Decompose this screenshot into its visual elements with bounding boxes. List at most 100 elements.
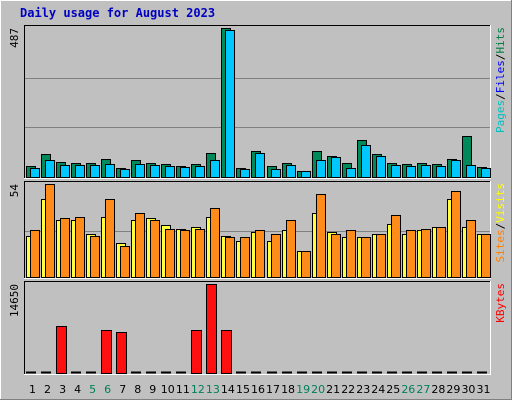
bar-hits-files-pages-files-25 <box>391 165 401 178</box>
bar-hits-files-pages-files-5 <box>90 165 100 178</box>
legend-entry-hits-files-pages-1: / <box>494 93 507 100</box>
day-label-26: 26 <box>401 383 415 396</box>
day-label-19: 19 <box>296 383 310 396</box>
legend-hits-files-pages: Pages/Files/Hits <box>494 27 507 133</box>
bar-hits-files-pages-files-7 <box>120 169 130 178</box>
bar-hits-files-pages-files-14 <box>225 30 235 178</box>
legend-entry-kbytes-0: KBytes <box>494 283 507 323</box>
bar-hits-files-pages-files-28 <box>436 166 446 178</box>
bar-hits-files-pages-files-17 <box>271 169 281 178</box>
legend-entry-hits-files-pages-4: Hits <box>494 27 507 54</box>
day-label-24: 24 <box>371 383 385 396</box>
bar-hits-files-pages-files-27 <box>421 165 431 178</box>
bar-visits-sites-sites-28 <box>436 227 446 278</box>
bar-hits-files-pages-files-24 <box>376 156 386 178</box>
bar-visits-sites-sites-22 <box>346 230 356 278</box>
day-label-20: 20 <box>311 383 325 396</box>
bar-kbytes-kbytes-3 <box>56 326 67 374</box>
bar-hits-files-pages-files-4 <box>75 165 85 178</box>
bar-visits-sites-sites-15 <box>240 237 250 278</box>
bar-visits-sites-sites-27 <box>421 229 431 278</box>
bar-hits-files-pages-files-11 <box>180 167 190 178</box>
ymax-label-kbytes: 14650 <box>8 284 21 317</box>
ymax-label-visits-sites: 54 <box>8 184 21 198</box>
day-label-29: 29 <box>446 383 460 396</box>
bar-hits-files-pages-files-26 <box>406 166 416 178</box>
ymax-label-hits-files-pages: 487 <box>8 28 21 48</box>
day-label-4: 4 <box>74 383 81 396</box>
bar-visits-sites-sites-18 <box>286 220 296 278</box>
bar-visits-sites-sites-3 <box>60 218 70 278</box>
day-label-3: 3 <box>59 383 66 396</box>
bar-hits-files-pages-files-21 <box>331 157 341 178</box>
bar-kbytes-kbytes-14 <box>221 330 232 374</box>
legend-entry-visits-sites-0: Sites <box>494 229 507 262</box>
bar-visits-sites-sites-6 <box>105 199 115 278</box>
day-label-23: 23 <box>356 383 370 396</box>
bar-visits-sites-sites-21 <box>331 234 341 278</box>
bar-hits-files-pages-files-29 <box>451 160 461 178</box>
day-label-6: 6 <box>104 383 111 396</box>
legend-kbytes: KBytes <box>494 283 507 323</box>
bar-hits-files-pages-files-16 <box>255 153 265 178</box>
bar-kbytes-kbytes-7 <box>116 332 127 374</box>
bar-hits-files-pages-files-19 <box>301 171 311 178</box>
bar-hits-files-pages-files-15 <box>240 169 250 178</box>
bar-visits-sites-sites-8 <box>135 213 145 278</box>
bar-visits-sites-sites-24 <box>376 234 386 278</box>
bar-kbytes-kbytes-12 <box>191 330 202 374</box>
legend-entry-hits-files-pages-0: Pages <box>494 100 507 133</box>
bar-visits-sites-sites-26 <box>406 230 416 278</box>
bar-hits-files-pages-files-31 <box>481 168 491 178</box>
day-label-15: 15 <box>236 383 250 396</box>
bar-hits-files-pages-files-10 <box>165 166 175 178</box>
chart-title: Daily usage for August 2023 <box>20 6 215 20</box>
day-label-5: 5 <box>89 383 96 396</box>
bar-visits-sites-sites-16 <box>255 230 265 278</box>
bar-hits-files-pages-files-6 <box>105 164 115 178</box>
bar-visits-sites-sites-29 <box>451 191 461 278</box>
day-label-17: 17 <box>266 383 280 396</box>
day-label-22: 22 <box>341 383 355 396</box>
bar-hits-files-pages-files-20 <box>316 160 326 178</box>
bar-hits-files-pages-files-1 <box>30 168 40 178</box>
bar-visits-sites-sites-17 <box>271 234 281 278</box>
bar-kbytes-kbytes-6 <box>101 330 112 374</box>
day-label-27: 27 <box>416 383 430 396</box>
day-label-14: 14 <box>221 383 235 396</box>
day-label-18: 18 <box>281 383 295 396</box>
bar-visits-sites-sites-31 <box>481 234 491 278</box>
day-label-16: 16 <box>251 383 265 396</box>
day-label-2: 2 <box>44 383 51 396</box>
bar-hits-files-pages-files-30 <box>466 165 476 178</box>
day-label-7: 7 <box>119 383 126 396</box>
day-label-31: 31 <box>476 383 490 396</box>
day-label-25: 25 <box>386 383 400 396</box>
day-label-12: 12 <box>191 383 205 396</box>
bar-visits-sites-sites-1 <box>30 230 40 278</box>
bar-hits-files-pages-files-8 <box>135 164 145 178</box>
bar-kbytes-kbytes-13 <box>206 284 217 374</box>
day-label-28: 28 <box>431 383 445 396</box>
bar-hits-files-pages-files-23 <box>361 145 371 178</box>
bar-visits-sites-sites-12 <box>195 229 205 278</box>
legend-entry-hits-files-pages-2: Files <box>494 60 507 93</box>
day-label-9: 9 <box>149 383 156 396</box>
bar-hits-files-pages-files-12 <box>195 166 205 178</box>
day-label-8: 8 <box>134 383 141 396</box>
bar-visits-sites-sites-7 <box>120 246 130 278</box>
bar-hits-files-pages-files-2 <box>45 160 55 178</box>
legend-entry-hits-files-pages-3: / <box>494 54 507 61</box>
legend-entry-visits-sites-2: Visits <box>494 183 507 223</box>
bar-hits-files-pages-files-9 <box>150 165 160 178</box>
day-label-13: 13 <box>206 383 220 396</box>
legend-entry-visits-sites-1: / <box>494 223 507 230</box>
bar-visits-sites-sites-4 <box>75 217 85 278</box>
bar-visits-sites-sites-23 <box>361 237 371 278</box>
day-label-21: 21 <box>326 383 340 396</box>
bar-visits-sites-sites-13 <box>210 208 220 278</box>
bar-visits-sites-sites-14 <box>225 237 235 278</box>
bar-hits-files-pages-files-18 <box>286 165 296 178</box>
bar-visits-sites-sites-20 <box>316 194 326 278</box>
